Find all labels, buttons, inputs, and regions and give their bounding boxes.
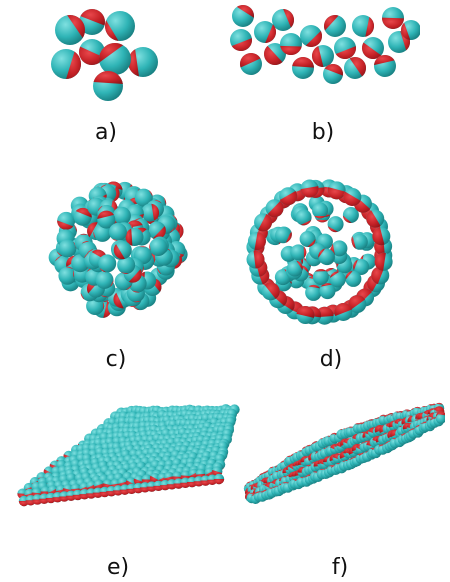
panel-b-particle xyxy=(300,25,322,47)
panel-b-particle xyxy=(232,4,254,27)
panel-a-particle xyxy=(128,47,158,77)
panel-d-svg xyxy=(246,179,393,325)
panel-c-particle xyxy=(58,266,77,285)
panel-d-hollow-shell xyxy=(240,170,400,330)
panel-d-particle xyxy=(348,295,367,314)
panel-a-particle xyxy=(79,8,106,35)
panel-f-tube xyxy=(240,402,445,517)
panel-b-particle xyxy=(344,57,366,79)
panel-b-particle xyxy=(362,37,384,59)
panel-d-particle xyxy=(300,179,319,198)
panel-d-particle xyxy=(296,306,315,325)
panel-b-chain xyxy=(225,2,420,92)
panel-c-particle xyxy=(113,241,132,260)
panel-d-particle xyxy=(247,232,266,251)
panel-d-particle xyxy=(286,260,303,277)
panel-e-sheet xyxy=(12,402,244,532)
panel-label-b: b) xyxy=(311,120,335,145)
panel-b-particle xyxy=(401,20,420,40)
panel-d-particle xyxy=(374,252,393,271)
panel-d-particle xyxy=(327,181,346,200)
panel-d-particle xyxy=(331,240,348,257)
panel-label-e: e) xyxy=(106,555,130,580)
panel-b-svg xyxy=(230,4,420,84)
panel-b-particle xyxy=(352,15,375,37)
panel-d-particle xyxy=(295,209,312,226)
panel-d-particle xyxy=(372,227,391,246)
panel-d-particle xyxy=(279,187,298,206)
panel-e-svg xyxy=(17,404,240,507)
panel-f-svg xyxy=(243,402,445,504)
panel-f-particle xyxy=(435,413,445,424)
panel-c-particle xyxy=(147,221,166,240)
panel-a-particle xyxy=(79,39,105,65)
panel-d-particle xyxy=(342,206,359,223)
panel-d-particle xyxy=(261,282,280,301)
panel-a-particle xyxy=(51,49,81,79)
panel-c-particle xyxy=(73,207,92,226)
panel-d-particle xyxy=(299,230,316,247)
panel-b-particle xyxy=(230,29,252,52)
panel-c-particle xyxy=(125,228,144,247)
panel-b-particle xyxy=(312,45,334,67)
panel-d-particle xyxy=(312,268,329,285)
panel-label-d: d) xyxy=(319,347,343,372)
panel-e-particle xyxy=(213,473,225,485)
panel-d-particle xyxy=(275,227,292,244)
panel-c-particle xyxy=(117,255,136,274)
panel-c-particle xyxy=(108,222,127,241)
panel-b-particle xyxy=(292,57,314,79)
panel-b-particle xyxy=(272,9,294,31)
panel-d-particle xyxy=(246,250,265,269)
panel-a-particle xyxy=(55,14,85,45)
panel-d-particle xyxy=(254,213,273,232)
panel-d-particle xyxy=(319,283,336,300)
panel-c-sphere-cluster xyxy=(38,170,198,330)
panel-d-particle xyxy=(327,216,344,233)
panel-a-particle xyxy=(99,43,131,75)
panel-c-particle xyxy=(141,203,160,222)
panel-d-particle xyxy=(318,248,335,265)
panel-b-particle xyxy=(334,37,356,60)
panel-label-a: a) xyxy=(94,120,118,145)
panel-b-particle xyxy=(382,7,404,30)
panel-a-svg xyxy=(51,8,158,101)
panel-b-particle xyxy=(254,21,276,43)
panel-b-particle xyxy=(324,14,346,37)
panel-b-particle xyxy=(264,43,286,66)
panel-d-particle xyxy=(265,199,284,218)
panel-d-particle xyxy=(305,284,322,301)
panel-d-particle xyxy=(351,233,368,250)
panel-c-particle xyxy=(98,254,117,273)
panel-d-particle xyxy=(312,202,329,219)
panel-d-particle xyxy=(353,258,370,275)
panel-d-particle xyxy=(334,302,353,321)
panel-c-particle xyxy=(149,238,168,257)
panel-label-f: f) xyxy=(331,555,349,580)
panel-b-particle xyxy=(280,33,302,56)
panel-b-particle xyxy=(240,52,262,75)
panel-d-particle xyxy=(290,244,307,261)
panel-a-particle xyxy=(93,70,123,101)
panel-d-particle xyxy=(343,187,362,206)
panel-d-particle xyxy=(366,209,385,228)
panel-c-svg xyxy=(48,181,188,318)
panel-b-particle xyxy=(374,55,396,77)
panel-label-c: c) xyxy=(105,347,127,372)
panel-c-particle xyxy=(58,239,77,258)
panel-a-small-cluster xyxy=(40,4,170,109)
panel-c-particle xyxy=(57,211,76,230)
panel-a-particle xyxy=(104,11,135,41)
panel-b-particle xyxy=(323,64,343,84)
panel-c-particle xyxy=(112,206,131,225)
panel-d-particle xyxy=(329,271,346,288)
panel-c-particle xyxy=(95,270,114,289)
panel-c-particle xyxy=(97,210,116,229)
panel-d-particle xyxy=(371,266,390,285)
panel-c-particle xyxy=(134,188,153,207)
panel-d-particle xyxy=(345,270,362,287)
